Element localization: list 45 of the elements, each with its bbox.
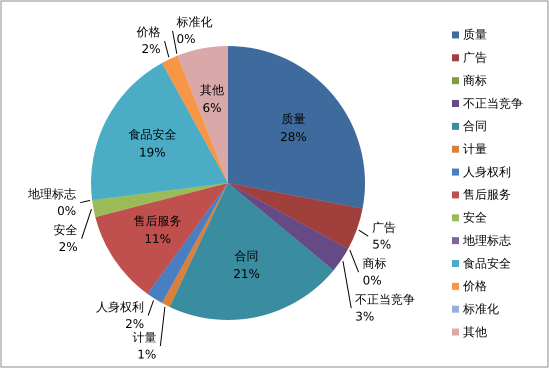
- data-label: 3%: [355, 309, 374, 324]
- category-label: 商标: [463, 73, 487, 88]
- slice-label: 不正当竞争: [355, 292, 416, 306]
- data-label: 19%: [138, 146, 166, 160]
- data-label: 21%: [233, 267, 260, 282]
- pie-slice: [228, 183, 363, 249]
- legend-label: 地理标志: [462, 233, 511, 248]
- slice-label: 价格: [136, 25, 161, 40]
- slice-label: 售后服务: [134, 214, 182, 228]
- data-label: 28%: [280, 130, 307, 144]
- slice-label: 计量: [132, 330, 156, 344]
- data-label: 2%: [125, 316, 144, 331]
- legend-label: 安全: [463, 210, 487, 225]
- legend-label: 食品安全: [463, 256, 511, 270]
- legend-label: 售后服务: [463, 188, 511, 202]
- legend-label: 广告: [463, 50, 487, 65]
- legend-label: 商标: [362, 256, 387, 270]
- data-label: 6%: [202, 100, 222, 115]
- legend-label: 不正当竞争: [463, 96, 523, 110]
- slice-label: 质量: [281, 112, 306, 126]
- slice-label: 安全: [54, 222, 78, 237]
- data-label: 11%: [144, 232, 172, 246]
- pie-slice: [95, 183, 228, 294]
- legend-label: 其他: [463, 324, 487, 339]
- pie-slice: [228, 46, 365, 209]
- slice-label: 人身权利: [96, 300, 144, 314]
- pie-slice: [178, 46, 228, 183]
- slice-label: 合同: [234, 249, 259, 264]
- legend-label: 人身权利: [463, 164, 511, 179]
- data-label: 1%: [137, 347, 156, 362]
- slice-label: 其他: [200, 82, 224, 97]
- pie-slice: [170, 183, 334, 320]
- legend-label: 价格: [462, 279, 487, 294]
- pie-slice: [147, 183, 228, 304]
- legend-label: 标准化: [462, 302, 499, 316]
- slice-label: 广告: [372, 220, 396, 234]
- pie-slice: [228, 183, 348, 270]
- data-label: 2%: [142, 42, 161, 56]
- slice-label: 食品安全: [128, 128, 176, 142]
- legend-label: 计量: [463, 142, 487, 156]
- data-label: 2%: [58, 240, 78, 254]
- legend-label: 质量: [463, 28, 487, 42]
- pie-slice: [91, 62, 228, 200]
- legend-label: 合同: [463, 119, 487, 134]
- data-label: 5%: [372, 237, 392, 252]
